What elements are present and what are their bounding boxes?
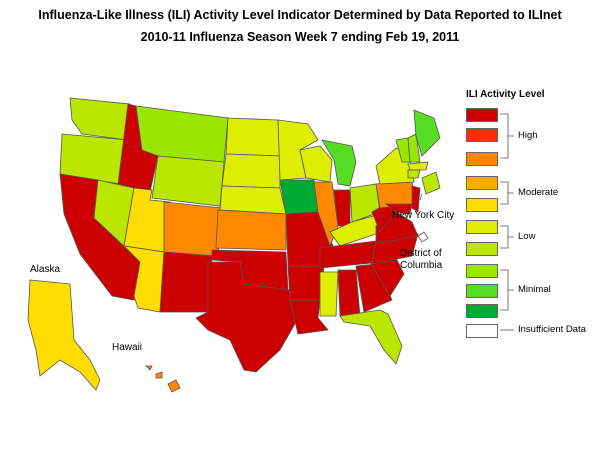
state-connecticut <box>407 169 421 179</box>
state-alaska <box>27 279 101 391</box>
state-florida <box>339 309 403 365</box>
legend-title: ILI Activity Level <box>466 89 545 100</box>
state-mississippi <box>319 271 339 317</box>
legend-label-moderate: Moderate <box>518 187 559 198</box>
legend-label-insufficient: Insufficient Data <box>518 324 586 335</box>
legend-swatch-5 <box>466 220 498 234</box>
state-michigan <box>321 139 357 187</box>
legend-label-low: Low <box>518 231 536 242</box>
dc-label-line1: District of <box>400 248 442 259</box>
hawaii-island-3 <box>145 365 153 371</box>
legend-label-high: High <box>518 130 538 141</box>
map-title: Influenza-Like Illness (ILI) Activity Le… <box>38 8 562 22</box>
state-new-hampshire <box>407 133 421 163</box>
nyc-inset <box>421 171 441 195</box>
nyc-label: New York City <box>392 210 454 221</box>
map-subtitle: 2010-11 Influenza Season Week 7 ending F… <box>140 30 460 44</box>
nyc-leader-line <box>419 193 423 201</box>
bracket-high <box>500 113 514 159</box>
state-wisconsin <box>299 145 333 183</box>
bracket-minimal <box>500 269 514 311</box>
legend-label-minimal: Minimal <box>518 284 551 295</box>
state-texas <box>195 261 297 373</box>
legend-swatch-insufficient <box>466 324 498 338</box>
legend-swatch-2 <box>466 284 498 298</box>
legend-swatch-3 <box>466 264 498 278</box>
hawaii-label: Hawaii <box>112 342 142 353</box>
dc-inset <box>417 231 429 243</box>
legend-swatch-8 <box>466 152 498 166</box>
legend-swatch-4 <box>466 242 498 256</box>
legend-swatch-6 <box>466 198 498 212</box>
bracket-low <box>500 225 514 249</box>
state-maryland <box>384 203 413 215</box>
state-washington <box>69 97 131 141</box>
legend-swatch-10 <box>466 108 498 122</box>
state-maine <box>413 109 441 157</box>
state-louisiana <box>289 299 329 335</box>
legend-swatch-1 <box>466 304 498 318</box>
alaska-label: Alaska <box>30 264 60 275</box>
state-kansas <box>215 209 287 251</box>
state-new-jersey <box>411 185 421 213</box>
state-georgia <box>355 263 393 313</box>
state-massachusetts <box>407 161 429 171</box>
legend-swatch-9 <box>466 128 498 142</box>
state-hawaii <box>167 379 181 393</box>
legend-swatch-7 <box>466 176 498 190</box>
bracket-moderate <box>500 181 514 205</box>
hawaii-island-2 <box>155 371 163 379</box>
dc-label-line2: Columbia <box>400 260 443 271</box>
